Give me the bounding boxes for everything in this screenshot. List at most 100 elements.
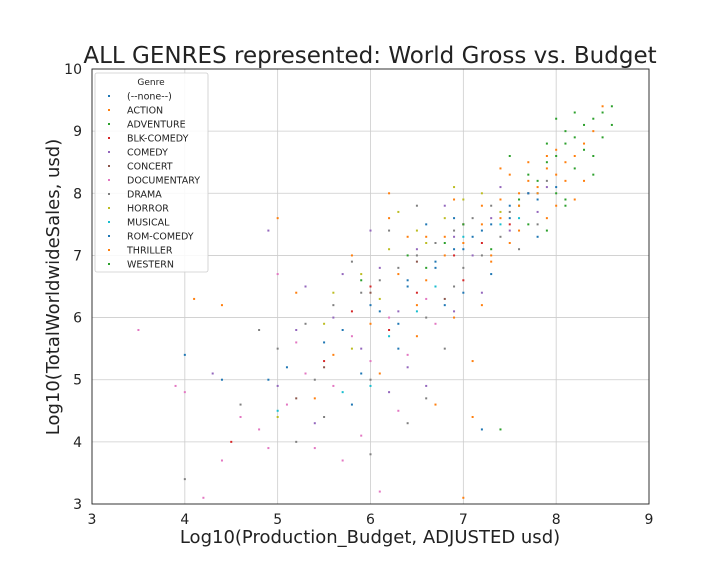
data-point <box>295 291 298 294</box>
x-tick-label: 5 <box>273 512 282 528</box>
data-point <box>573 111 576 114</box>
legend-marker <box>108 95 110 97</box>
data-point <box>406 285 409 288</box>
data-point <box>434 322 437 325</box>
data-point <box>601 136 604 139</box>
data-point <box>295 397 298 400</box>
data-point <box>592 173 595 176</box>
data-point <box>388 316 391 319</box>
data-point <box>360 372 363 375</box>
data-point <box>397 409 400 412</box>
data-point <box>323 366 326 369</box>
data-point <box>462 266 465 269</box>
data-point <box>369 285 372 288</box>
data-point <box>471 235 474 238</box>
data-point <box>258 428 261 431</box>
legend-marker <box>108 109 110 111</box>
data-point <box>480 204 483 207</box>
series-documentary <box>137 273 437 499</box>
data-point <box>443 297 446 300</box>
data-point <box>313 378 316 381</box>
data-point <box>239 416 242 418</box>
data-point <box>285 366 288 369</box>
data-point <box>369 229 372 232</box>
chart-title: ALL GENRES represented: World Gross vs. … <box>83 43 656 69</box>
data-point <box>545 217 548 220</box>
data-point <box>499 428 502 431</box>
data-point <box>545 167 548 170</box>
data-point <box>499 198 502 201</box>
data-point <box>378 279 381 282</box>
data-point <box>202 496 205 499</box>
data-point <box>471 360 474 363</box>
data-point <box>592 117 595 120</box>
series-western <box>360 198 567 431</box>
data-point <box>350 310 353 313</box>
data-point <box>508 173 511 176</box>
legend: Genre (--none--) ACTION ADVENTURE BLK-COMED… <box>94 72 209 273</box>
data-point <box>462 291 465 294</box>
data-point <box>378 310 381 313</box>
data-point <box>545 186 548 189</box>
data-point <box>397 310 400 313</box>
y-tick-label: 9 <box>73 124 82 140</box>
legend-entry-label: MUSICAL <box>127 218 170 229</box>
data-point <box>564 142 567 145</box>
x-tick-label: 7 <box>459 512 468 528</box>
data-point <box>443 254 446 257</box>
series-none <box>183 186 558 406</box>
data-point <box>350 347 353 350</box>
data-point <box>518 198 521 201</box>
data-point <box>267 447 270 450</box>
data-point <box>536 179 539 182</box>
data-point <box>490 260 493 263</box>
data-point <box>323 341 326 344</box>
data-point <box>443 242 446 244</box>
data-point <box>341 329 344 331</box>
legend-title: Genre <box>137 78 165 88</box>
data-point <box>508 223 511 226</box>
legend-marker <box>108 235 110 237</box>
data-point <box>434 260 437 263</box>
x-tick-labels: 3 4 5 6 7 8 9 <box>88 512 654 528</box>
data-point <box>397 322 400 325</box>
data-point <box>480 291 483 294</box>
legend-entry-label: ACTION <box>127 106 163 117</box>
series-drama <box>183 179 548 481</box>
data-point <box>406 366 409 369</box>
data-point <box>360 273 363 276</box>
data-point <box>573 136 576 139</box>
series-blk-comedy <box>230 223 511 443</box>
data-point <box>443 347 446 350</box>
data-point <box>518 192 521 195</box>
legend-marker <box>108 137 110 139</box>
data-point <box>564 179 567 182</box>
data-point <box>360 434 363 437</box>
y-tick-label: 5 <box>73 373 82 389</box>
data-point <box>573 198 576 201</box>
data-point <box>573 167 576 170</box>
data-point <box>443 235 446 238</box>
data-point <box>323 360 326 363</box>
data-point <box>490 217 493 220</box>
data-point <box>369 384 372 387</box>
data-point <box>555 204 558 207</box>
x-tick-label: 8 <box>552 512 561 528</box>
series-concert <box>295 260 446 400</box>
x-axis-label: Log10(Production_Budget, ADJUSTED usd) <box>180 527 560 548</box>
data-point <box>499 223 502 226</box>
data-point <box>378 490 381 493</box>
data-point <box>415 254 418 257</box>
data-point <box>425 223 428 226</box>
data-point <box>397 347 400 350</box>
legend-marker <box>108 151 110 153</box>
data-point <box>295 440 298 443</box>
data-point <box>378 372 381 375</box>
legend-marker <box>108 221 110 223</box>
data-point <box>480 192 483 195</box>
data-point <box>434 285 437 288</box>
data-point <box>388 229 391 232</box>
data-point <box>295 341 298 344</box>
x-tick-label: 6 <box>366 512 375 528</box>
